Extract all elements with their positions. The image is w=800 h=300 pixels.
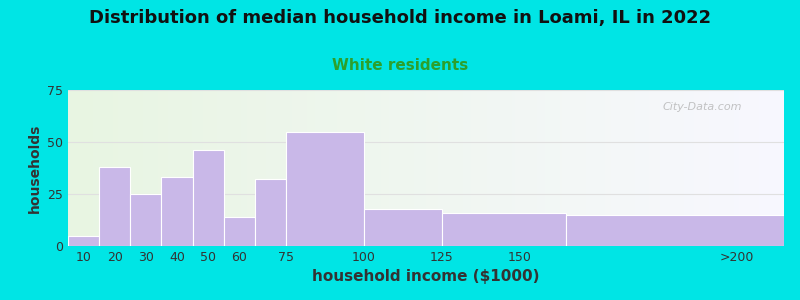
Bar [254,179,286,246]
Bar [99,167,130,246]
X-axis label: household income ($1000): household income ($1000) [312,269,540,284]
Bar [68,236,99,246]
Bar [364,208,442,246]
Bar [193,150,224,246]
Bar [566,215,784,246]
Bar [224,217,254,246]
Text: Distribution of median household income in Loami, IL in 2022: Distribution of median household income … [89,9,711,27]
Bar [130,194,162,246]
Y-axis label: households: households [27,123,42,213]
Bar [442,213,566,246]
Text: White residents: White residents [332,58,468,74]
Bar [286,132,364,246]
Text: City-Data.com: City-Data.com [662,103,742,112]
Bar [162,177,193,246]
